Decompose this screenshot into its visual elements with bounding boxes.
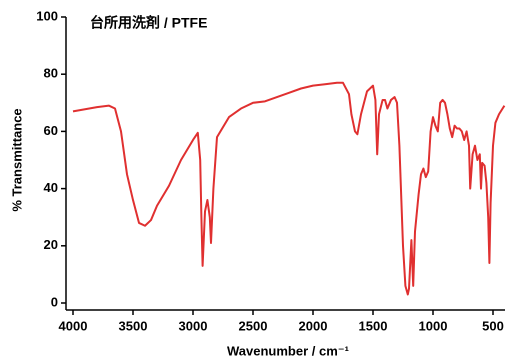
- x-tick-label: 3000: [179, 318, 208, 333]
- x-tick-label: 2500: [239, 318, 268, 333]
- y-tick-label: 100: [36, 8, 58, 23]
- chart-title: 台所用洗剤 / PTFE: [90, 15, 207, 31]
- x-tick-label: 500: [482, 318, 504, 333]
- x-tick-label: 3500: [119, 318, 148, 333]
- x-tick-label: 1000: [419, 318, 448, 333]
- x-tick-label: 2000: [299, 318, 328, 333]
- y-tick-label: 60: [44, 123, 58, 138]
- y-tick-label: 40: [44, 180, 58, 195]
- x-tick-label: 1500: [359, 318, 388, 333]
- x-axis-label: Wavenumber / cm⁻¹: [227, 343, 349, 358]
- spectrum-line: [72, 81, 506, 296]
- y-tick-label: 20: [44, 237, 58, 252]
- y-axis-label: % Transmittance: [9, 108, 24, 211]
- y-tick-label: 0: [51, 294, 58, 309]
- x-tick-label: 4000: [59, 318, 88, 333]
- y-tick-label: 80: [44, 66, 58, 81]
